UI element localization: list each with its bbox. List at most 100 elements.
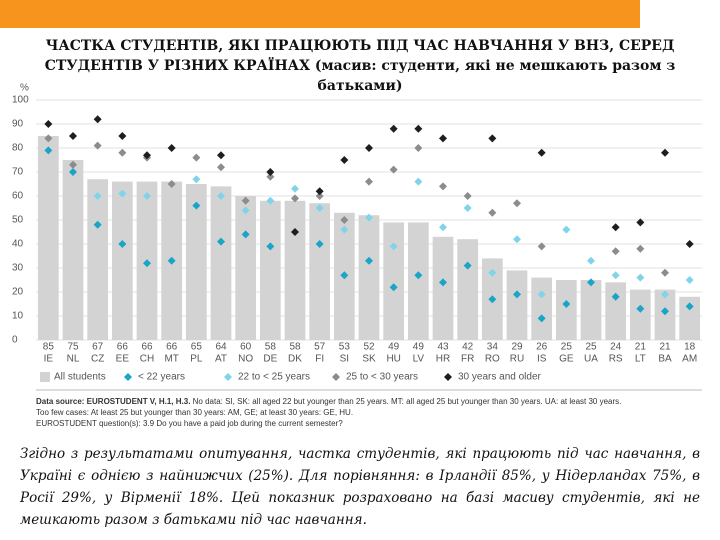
bar [679, 296, 701, 340]
bar [185, 184, 207, 340]
value-label: 18 [684, 342, 696, 353]
marker [389, 124, 398, 133]
legend-swatch [444, 373, 452, 381]
marker [266, 172, 275, 181]
marker [69, 132, 77, 140]
marker [636, 304, 645, 313]
value-label: 26 [536, 342, 548, 353]
marker [217, 237, 225, 246]
note: Data source: EUROSTUDENT V, H.1, H.3. No… [36, 396, 696, 407]
marker [685, 240, 694, 248]
y-tick-label: 70 [12, 167, 24, 178]
note-no-data: No data: SI, SK: all aged 22 but younger… [192, 397, 622, 406]
x-tick-label: DK [288, 354, 302, 365]
value-label: 49 [388, 342, 400, 353]
marker [217, 163, 225, 172]
marker [315, 204, 324, 212]
marker [315, 192, 324, 200]
x-tick-label: FR [461, 354, 474, 365]
marker [463, 204, 472, 212]
x-tick-label: SI [340, 354, 349, 365]
y-tick-label: 40 [12, 239, 24, 250]
value-label: 21 [635, 342, 647, 353]
bar [284, 200, 306, 340]
bar [629, 289, 651, 340]
x-tick-label: MT [164, 354, 178, 365]
marker [291, 184, 299, 193]
legend-swatch [124, 373, 132, 381]
paragraph: Згідно з результатами опитування, частка… [20, 446, 700, 528]
marker [241, 206, 250, 215]
x-tick-label: UA [584, 354, 598, 365]
marker [439, 223, 447, 232]
x-tick-label: SK [362, 354, 376, 365]
value-label: 67 [92, 342, 104, 353]
marker [537, 314, 546, 323]
marker [167, 180, 176, 188]
marker [291, 228, 299, 236]
x-tick-label: LV [413, 354, 425, 365]
x-tick-label: NO [238, 354, 253, 365]
marker [118, 148, 127, 157]
marker [463, 261, 472, 270]
marker [118, 189, 127, 198]
bar [605, 282, 627, 340]
value-label: 58 [265, 342, 277, 353]
x-tick-label: GE [559, 354, 574, 365]
marker [611, 223, 620, 232]
x-tick-label: AM [682, 354, 697, 365]
marker [389, 242, 398, 251]
marker [463, 192, 472, 200]
bar [87, 179, 109, 340]
marker [143, 259, 151, 268]
marker [192, 175, 201, 184]
x-tick-label: IE [44, 354, 54, 365]
marker [143, 192, 151, 200]
x-tick-label: HU [386, 354, 400, 365]
marker [340, 156, 349, 164]
marker [167, 144, 176, 152]
y-tick-label: 100 [12, 95, 29, 106]
value-label: 24 [610, 342, 622, 353]
value-label: 52 [363, 342, 375, 353]
marker [488, 295, 497, 304]
value-label: 43 [437, 342, 449, 353]
marker [143, 151, 151, 160]
marker [93, 115, 102, 124]
x-tick-label: LT [635, 354, 646, 365]
marker [69, 168, 77, 176]
marker [562, 225, 571, 234]
marker [661, 268, 669, 277]
marker [661, 307, 669, 316]
value-label: 85 [43, 342, 55, 353]
marker [167, 256, 176, 265]
marker [661, 290, 669, 299]
y-tick-label: 0 [12, 335, 18, 346]
marker [217, 192, 225, 200]
bar [580, 280, 602, 340]
marker [266, 242, 275, 251]
marker [44, 120, 53, 128]
bar [457, 239, 479, 340]
marker [93, 192, 102, 200]
legend-label: 22 to < 25 years [238, 372, 310, 383]
marker [192, 153, 201, 162]
legend-label: < 22 years [138, 372, 185, 383]
marker [685, 302, 694, 311]
marker [340, 216, 349, 224]
value-label: 60 [240, 342, 252, 353]
value-label: 66 [166, 342, 178, 353]
marker [611, 271, 620, 280]
y-tick-label: 80 [12, 143, 24, 154]
marker [537, 242, 546, 251]
x-tick-label: RS [609, 354, 623, 365]
marker [365, 144, 373, 152]
marker [69, 160, 77, 169]
slide-title: ЧАСТКА СТУДЕНТІВ, ЯКІ ПРАЦЮЮТЬ ПІД ЧАС Н… [44, 38, 676, 94]
marker [93, 141, 102, 150]
value-label: 53 [339, 342, 351, 353]
x-tick-label: AT [215, 354, 227, 365]
marker [562, 300, 571, 308]
marker [488, 208, 497, 217]
marker [636, 273, 645, 282]
